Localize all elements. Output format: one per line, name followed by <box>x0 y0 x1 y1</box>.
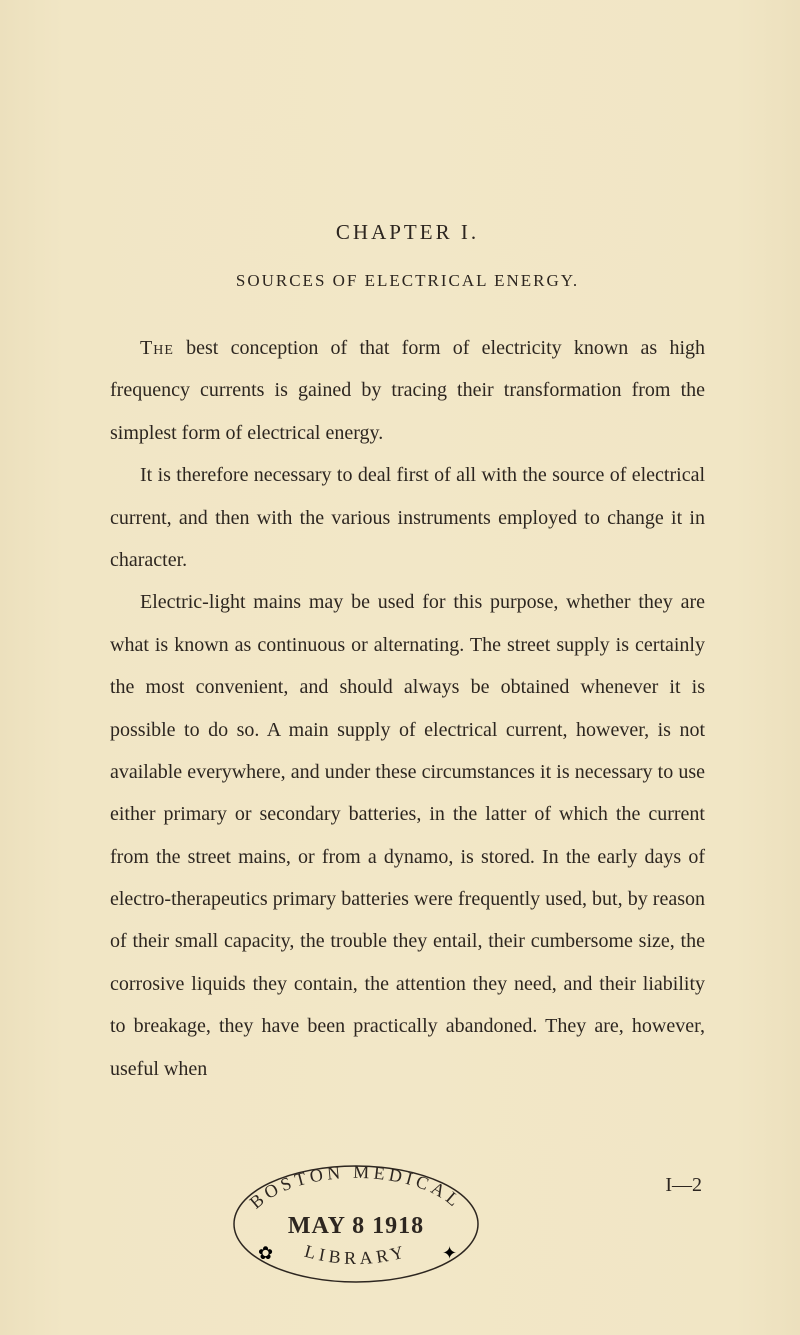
library-stamp: BOSTON MEDICAL LIBRARY MAY 8 1918 ✿ ✦ <box>226 1155 486 1293</box>
stamp-right-flourish: ✦ <box>442 1243 457 1263</box>
chapter-subtitle: SOURCES OF ELECTRICAL ENERGY. <box>110 271 705 291</box>
stamp-bottom-arc-text: LIBRARY <box>302 1241 409 1268</box>
stamp-date: MAY 8 1918 <box>288 1213 424 1239</box>
paragraph-1: The best conception of that form of elec… <box>110 327 705 454</box>
stamp-left-flourish: ✿ <box>258 1243 273 1263</box>
paragraph-2: It is therefore necessary to deal first … <box>110 454 705 581</box>
paragraph-1-rest: best conception of that form of electric… <box>110 337 705 444</box>
stamp-top-arc-text: BOSTON MEDICAL <box>246 1162 467 1213</box>
chapter-title: CHAPTER I. <box>110 220 705 245</box>
signature-mark: I—2 <box>665 1174 702 1197</box>
stamp-svg: BOSTON MEDICAL LIBRARY MAY 8 1918 ✿ ✦ <box>226 1155 486 1293</box>
scanned-page: CHAPTER I. SOURCES OF ELECTRICAL ENERGY.… <box>0 0 800 1335</box>
body-text: The best conception of that form of elec… <box>110 327 705 1090</box>
paragraph-3: Electric-light mains may be used for thi… <box>110 581 705 1090</box>
first-word-smallcaps: The <box>140 337 174 359</box>
